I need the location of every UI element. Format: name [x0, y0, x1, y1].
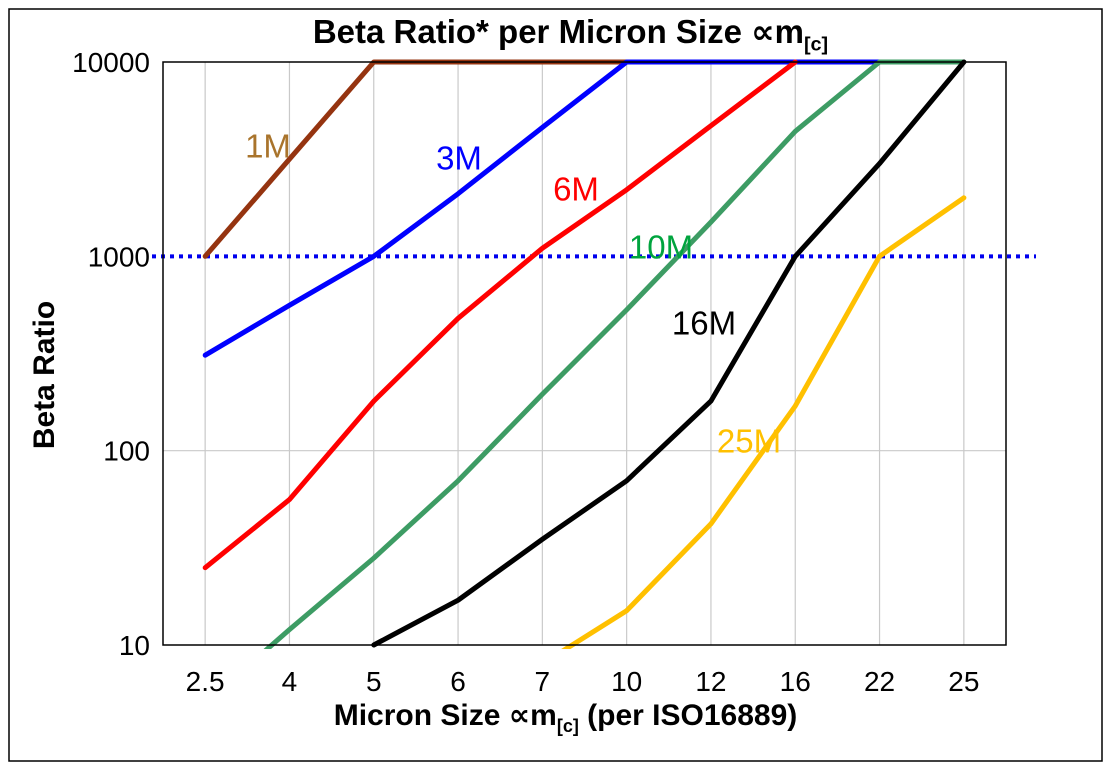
chart-title-text: Beta Ratio* per Micron Size [312, 13, 752, 50]
series-line-6m [202, 59, 798, 571]
x-axis-title: Micron Size ∝m[c] (per ISO16889) [20, 698, 1111, 737]
x-tick-label: 22 [864, 666, 895, 697]
series-line-16m [371, 59, 967, 648]
series-label-1m: 1M [245, 128, 291, 165]
y-tick-label: 10000 [72, 47, 150, 78]
x-tick-label: 5 [366, 666, 382, 697]
y-axis-title: Beta Ratio [28, 300, 61, 450]
y-tick-label: 1000 [88, 241, 150, 272]
series-label-6m: 6M [553, 171, 599, 208]
x-tick-label: 16 [780, 666, 811, 697]
y-tick-label: 100 [103, 436, 150, 467]
series-line-10m [263, 59, 967, 649]
x-tick-label: 12 [695, 666, 726, 697]
x-tick-label: 6 [450, 666, 466, 697]
series-label-16m: 16M [672, 305, 736, 342]
chart-outer-border [8, 8, 1103, 762]
chart-title-subscript: [c] [803, 33, 829, 56]
series-label-25m: 25M [717, 423, 781, 460]
x-axis-title-text: Micron Size [333, 699, 509, 732]
chart-title: Beta Ratio* per Micron Size ∝m[c] [30, 12, 1111, 57]
x-tick-label: 7 [535, 666, 551, 697]
x-axis-title-suffix: (per ISO16889) [578, 699, 798, 732]
x-tick-label: 2.5 [186, 666, 225, 697]
plot-border [162, 61, 1007, 646]
series-label-10m: 10M [629, 229, 693, 266]
x-tick-label: 25 [948, 666, 979, 697]
series-line-25m [561, 195, 967, 649]
series-label-3m: 3M [436, 140, 482, 177]
x-tick-label: 4 [282, 666, 298, 697]
x-tick-label: 10 [611, 666, 642, 697]
proportional-symbol: ∝m [751, 13, 804, 50]
x-axis-subscript: [c] [556, 716, 579, 736]
proportional-symbol: ∝m [508, 699, 557, 732]
y-tick-label: 10 [119, 630, 150, 661]
